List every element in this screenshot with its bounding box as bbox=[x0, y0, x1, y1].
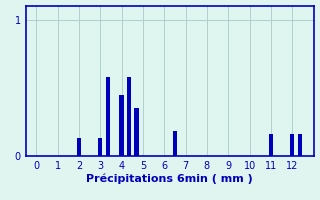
Bar bbox=[134, 108, 139, 156]
Bar bbox=[77, 138, 81, 156]
Bar bbox=[290, 134, 294, 156]
X-axis label: Précipitations 6min ( mm ): Précipitations 6min ( mm ) bbox=[86, 174, 253, 184]
Bar bbox=[127, 77, 131, 156]
Bar bbox=[298, 134, 302, 156]
Bar bbox=[106, 77, 110, 156]
Bar bbox=[119, 95, 124, 156]
Bar bbox=[98, 138, 102, 156]
Bar bbox=[173, 131, 177, 156]
Bar bbox=[269, 134, 273, 156]
